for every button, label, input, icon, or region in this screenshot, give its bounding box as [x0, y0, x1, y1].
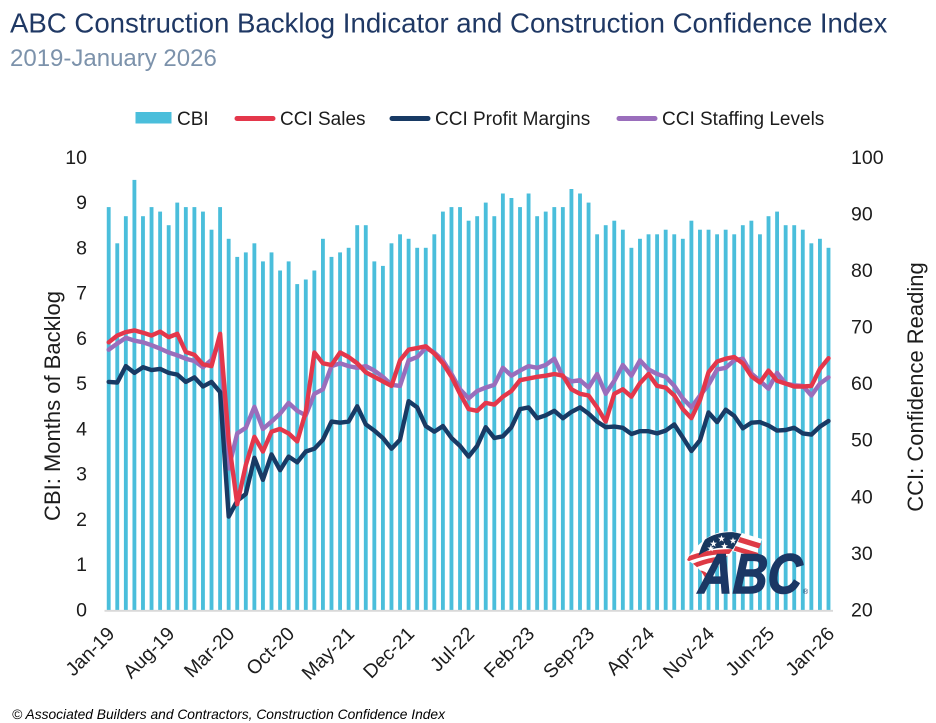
- svg-text:90: 90: [851, 203, 873, 225]
- svg-text:20: 20: [851, 600, 873, 622]
- svg-text:6: 6: [76, 328, 87, 350]
- svg-text:CCI: Confidence Reading: CCI: Confidence Reading: [903, 262, 928, 511]
- svg-text:5: 5: [76, 373, 87, 395]
- svg-text:50: 50: [851, 430, 873, 452]
- svg-text:40: 40: [851, 486, 873, 508]
- svg-text:9: 9: [76, 192, 87, 214]
- svg-text:CBI: Months of Backlog: CBI: Months of Backlog: [40, 291, 65, 521]
- svg-text:0: 0: [76, 600, 87, 622]
- svg-text:1: 1: [76, 554, 87, 576]
- svg-text:CCI Staffing Levels: CCI Staffing Levels: [662, 109, 824, 130]
- svg-text:© Associated Builders and Cont: © Associated Builders and Contractors, C…: [12, 707, 446, 722]
- svg-text:8: 8: [76, 237, 87, 259]
- svg-text:CCI Profit Margins: CCI Profit Margins: [435, 109, 590, 130]
- svg-text:3: 3: [76, 464, 87, 486]
- svg-text:4: 4: [76, 418, 87, 440]
- svg-text:80: 80: [851, 260, 873, 282]
- svg-text:7: 7: [76, 283, 87, 305]
- svg-text:60: 60: [851, 373, 873, 395]
- svg-text:10: 10: [65, 147, 87, 169]
- svg-text:®: ®: [803, 588, 809, 596]
- svg-text:2: 2: [76, 509, 87, 531]
- svg-text:CBI: CBI: [177, 109, 209, 130]
- svg-text:70: 70: [851, 317, 873, 339]
- svg-text:ABC: ABC: [695, 543, 805, 605]
- svg-text:ABC Construction Backlog Indic: ABC Construction Backlog Indicator and C…: [10, 8, 888, 39]
- svg-text:100: 100: [851, 147, 884, 169]
- svg-text:CCI Sales: CCI Sales: [280, 109, 366, 130]
- svg-text:2019-January 2026: 2019-January 2026: [10, 45, 217, 72]
- svg-text:30: 30: [851, 543, 873, 565]
